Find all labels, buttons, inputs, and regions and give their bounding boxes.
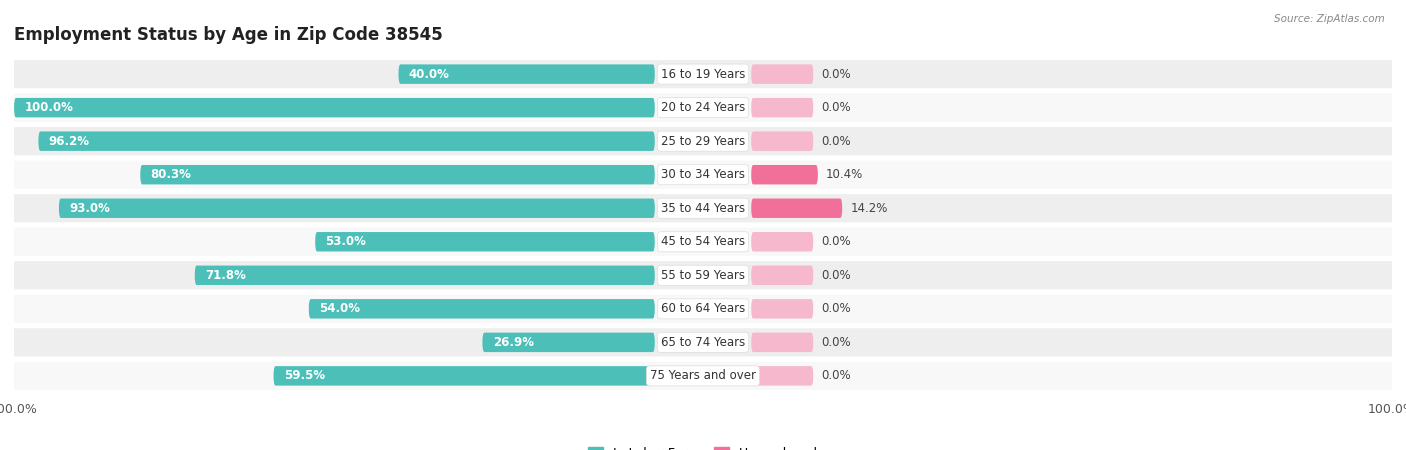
Text: Employment Status by Age in Zip Code 38545: Employment Status by Age in Zip Code 385… — [14, 26, 443, 44]
Text: 14.2%: 14.2% — [851, 202, 887, 215]
Text: 93.0%: 93.0% — [69, 202, 110, 215]
Text: 45 to 54 Years: 45 to 54 Years — [661, 235, 745, 248]
FancyBboxPatch shape — [751, 64, 813, 84]
FancyBboxPatch shape — [14, 127, 1392, 155]
FancyBboxPatch shape — [751, 98, 813, 117]
Text: 0.0%: 0.0% — [821, 336, 851, 349]
FancyBboxPatch shape — [14, 94, 1392, 122]
FancyBboxPatch shape — [14, 328, 1392, 356]
Text: 0.0%: 0.0% — [821, 101, 851, 114]
Text: 60 to 64 Years: 60 to 64 Years — [661, 302, 745, 315]
Text: 20 to 24 Years: 20 to 24 Years — [661, 101, 745, 114]
FancyBboxPatch shape — [751, 299, 813, 319]
FancyBboxPatch shape — [751, 232, 813, 252]
FancyBboxPatch shape — [14, 161, 1392, 189]
FancyBboxPatch shape — [482, 333, 655, 352]
FancyBboxPatch shape — [38, 131, 655, 151]
FancyBboxPatch shape — [751, 165, 818, 184]
Text: 71.8%: 71.8% — [205, 269, 246, 282]
FancyBboxPatch shape — [274, 366, 655, 386]
Text: 0.0%: 0.0% — [821, 135, 851, 148]
FancyBboxPatch shape — [14, 228, 1392, 256]
Text: 65 to 74 Years: 65 to 74 Years — [661, 336, 745, 349]
Text: 0.0%: 0.0% — [821, 68, 851, 81]
FancyBboxPatch shape — [14, 194, 1392, 222]
Text: 55 to 59 Years: 55 to 59 Years — [661, 269, 745, 282]
Text: 75 Years and over: 75 Years and over — [650, 369, 756, 382]
FancyBboxPatch shape — [751, 198, 842, 218]
Text: 0.0%: 0.0% — [821, 235, 851, 248]
FancyBboxPatch shape — [315, 232, 655, 252]
Text: 10.4%: 10.4% — [827, 168, 863, 181]
Text: 53.0%: 53.0% — [326, 235, 367, 248]
Text: 54.0%: 54.0% — [319, 302, 360, 315]
Text: 100.0%: 100.0% — [24, 101, 73, 114]
FancyBboxPatch shape — [14, 60, 1392, 88]
Text: 30 to 34 Years: 30 to 34 Years — [661, 168, 745, 181]
Text: 16 to 19 Years: 16 to 19 Years — [661, 68, 745, 81]
Text: 80.3%: 80.3% — [150, 168, 191, 181]
FancyBboxPatch shape — [141, 165, 655, 184]
Text: 0.0%: 0.0% — [821, 369, 851, 382]
Text: 0.0%: 0.0% — [821, 269, 851, 282]
Text: 40.0%: 40.0% — [409, 68, 450, 81]
Text: 0.0%: 0.0% — [821, 302, 851, 315]
Text: 35 to 44 Years: 35 to 44 Years — [661, 202, 745, 215]
FancyBboxPatch shape — [398, 64, 655, 84]
Text: 26.9%: 26.9% — [492, 336, 534, 349]
Text: 59.5%: 59.5% — [284, 369, 325, 382]
FancyBboxPatch shape — [14, 362, 1392, 390]
FancyBboxPatch shape — [309, 299, 655, 319]
FancyBboxPatch shape — [14, 261, 1392, 289]
FancyBboxPatch shape — [751, 131, 813, 151]
FancyBboxPatch shape — [14, 295, 1392, 323]
FancyBboxPatch shape — [14, 98, 655, 117]
Legend: In Labor Force, Unemployed: In Labor Force, Unemployed — [583, 442, 823, 450]
FancyBboxPatch shape — [751, 366, 813, 386]
FancyBboxPatch shape — [751, 266, 813, 285]
FancyBboxPatch shape — [751, 333, 813, 352]
FancyBboxPatch shape — [59, 198, 655, 218]
Text: Source: ZipAtlas.com: Source: ZipAtlas.com — [1274, 14, 1385, 23]
Text: 96.2%: 96.2% — [49, 135, 90, 148]
FancyBboxPatch shape — [195, 266, 655, 285]
Text: 25 to 29 Years: 25 to 29 Years — [661, 135, 745, 148]
